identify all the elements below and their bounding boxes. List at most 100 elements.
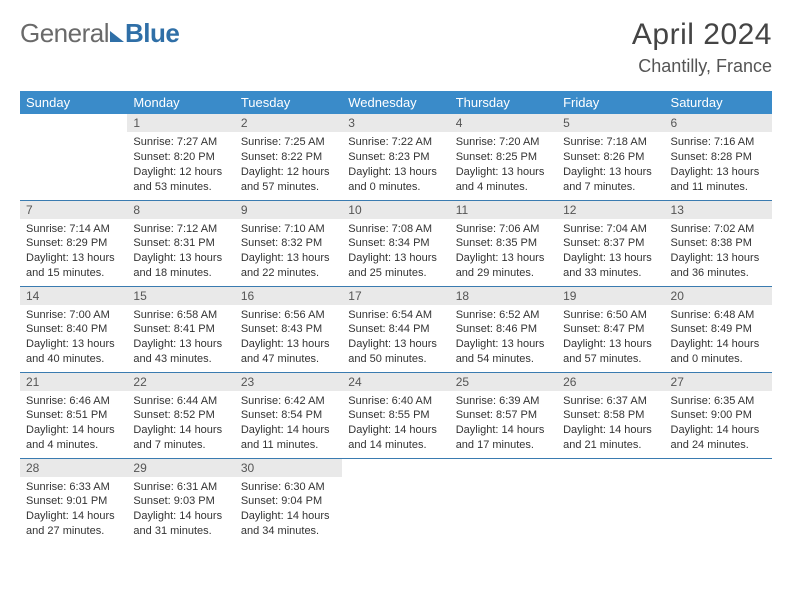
day-details: Sunrise: 6:42 AMSunset: 8:54 PMDaylight:…: [235, 391, 342, 457]
day-number: 23: [235, 373, 342, 391]
logo-text-blue: Blue: [125, 18, 179, 49]
calendar-day-cell: 3Sunrise: 7:22 AMSunset: 8:23 PMDaylight…: [342, 114, 449, 200]
calendar-row: 14Sunrise: 7:00 AMSunset: 8:40 PMDayligh…: [20, 286, 772, 372]
day-details: Sunrise: 7:12 AMSunset: 8:31 PMDaylight:…: [127, 219, 234, 285]
calendar-day-cell: 18Sunrise: 6:52 AMSunset: 8:46 PMDayligh…: [450, 286, 557, 372]
logo-triangle-icon: [110, 31, 124, 42]
day-number: 16: [235, 287, 342, 305]
day-details: Sunrise: 6:52 AMSunset: 8:46 PMDaylight:…: [450, 305, 557, 371]
day-number: 17: [342, 287, 449, 305]
day-number: 9: [235, 201, 342, 219]
calendar-empty-cell: [557, 458, 664, 544]
calendar-day-cell: 13Sunrise: 7:02 AMSunset: 8:38 PMDayligh…: [665, 200, 772, 286]
calendar-empty-cell: [342, 458, 449, 544]
day-number: 28: [20, 459, 127, 477]
day-details: Sunrise: 7:00 AMSunset: 8:40 PMDaylight:…: [20, 305, 127, 371]
day-details: Sunrise: 7:14 AMSunset: 8:29 PMDaylight:…: [20, 219, 127, 285]
day-details: Sunrise: 7:08 AMSunset: 8:34 PMDaylight:…: [342, 219, 449, 285]
day-details: Sunrise: 6:37 AMSunset: 8:58 PMDaylight:…: [557, 391, 664, 457]
day-details: Sunrise: 7:20 AMSunset: 8:25 PMDaylight:…: [450, 132, 557, 198]
calendar-day-cell: 19Sunrise: 6:50 AMSunset: 8:47 PMDayligh…: [557, 286, 664, 372]
weekday-header: Friday: [557, 91, 664, 114]
calendar-day-cell: 8Sunrise: 7:12 AMSunset: 8:31 PMDaylight…: [127, 200, 234, 286]
day-number: 8: [127, 201, 234, 219]
day-details: Sunrise: 6:46 AMSunset: 8:51 PMDaylight:…: [20, 391, 127, 457]
day-number: 27: [665, 373, 772, 391]
calendar-day-cell: 27Sunrise: 6:35 AMSunset: 9:00 PMDayligh…: [665, 372, 772, 458]
calendar-empty-cell: [450, 458, 557, 544]
day-details: Sunrise: 6:58 AMSunset: 8:41 PMDaylight:…: [127, 305, 234, 371]
day-details: Sunrise: 7:06 AMSunset: 8:35 PMDaylight:…: [450, 219, 557, 285]
calendar-day-cell: 2Sunrise: 7:25 AMSunset: 8:22 PMDaylight…: [235, 114, 342, 200]
day-number: 10: [342, 201, 449, 219]
day-number: 20: [665, 287, 772, 305]
day-number: 5: [557, 114, 664, 132]
calendar-day-cell: 12Sunrise: 7:04 AMSunset: 8:37 PMDayligh…: [557, 200, 664, 286]
day-details: Sunrise: 6:35 AMSunset: 9:00 PMDaylight:…: [665, 391, 772, 457]
weekday-header: Wednesday: [342, 91, 449, 114]
day-number: 15: [127, 287, 234, 305]
calendar-row: 1Sunrise: 7:27 AMSunset: 8:20 PMDaylight…: [20, 114, 772, 200]
calendar-day-cell: 11Sunrise: 7:06 AMSunset: 8:35 PMDayligh…: [450, 200, 557, 286]
day-details: Sunrise: 7:27 AMSunset: 8:20 PMDaylight:…: [127, 132, 234, 198]
weekday-header: Thursday: [450, 91, 557, 114]
title-block: April 2024 Chantilly, France: [632, 18, 772, 77]
calendar-day-cell: 5Sunrise: 7:18 AMSunset: 8:26 PMDaylight…: [557, 114, 664, 200]
weekday-header: Sunday: [20, 91, 127, 114]
calendar-day-cell: 21Sunrise: 6:46 AMSunset: 8:51 PMDayligh…: [20, 372, 127, 458]
calendar-day-cell: 7Sunrise: 7:14 AMSunset: 8:29 PMDaylight…: [20, 200, 127, 286]
calendar-row: 21Sunrise: 6:46 AMSunset: 8:51 PMDayligh…: [20, 372, 772, 458]
calendar-empty-cell: [665, 458, 772, 544]
day-number: 1: [127, 114, 234, 132]
calendar-day-cell: 20Sunrise: 6:48 AMSunset: 8:49 PMDayligh…: [665, 286, 772, 372]
calendar-day-cell: 1Sunrise: 7:27 AMSunset: 8:20 PMDaylight…: [127, 114, 234, 200]
calendar-header-row: SundayMondayTuesdayWednesdayThursdayFrid…: [20, 91, 772, 114]
day-details: Sunrise: 7:18 AMSunset: 8:26 PMDaylight:…: [557, 132, 664, 198]
day-number: 2: [235, 114, 342, 132]
logo-text-general: General: [20, 18, 109, 49]
calendar-day-cell: 30Sunrise: 6:30 AMSunset: 9:04 PMDayligh…: [235, 458, 342, 544]
calendar-day-cell: 25Sunrise: 6:39 AMSunset: 8:57 PMDayligh…: [450, 372, 557, 458]
weekday-header: Tuesday: [235, 91, 342, 114]
calendar-day-cell: 23Sunrise: 6:42 AMSunset: 8:54 PMDayligh…: [235, 372, 342, 458]
location: Chantilly, France: [632, 56, 772, 77]
calendar-day-cell: 24Sunrise: 6:40 AMSunset: 8:55 PMDayligh…: [342, 372, 449, 458]
calendar-day-cell: 14Sunrise: 7:00 AMSunset: 8:40 PMDayligh…: [20, 286, 127, 372]
header: General Blue April 2024 Chantilly, Franc…: [20, 18, 772, 77]
day-details: Sunrise: 7:04 AMSunset: 8:37 PMDaylight:…: [557, 219, 664, 285]
calendar-day-cell: 4Sunrise: 7:20 AMSunset: 8:25 PMDaylight…: [450, 114, 557, 200]
calendar-row: 7Sunrise: 7:14 AMSunset: 8:29 PMDaylight…: [20, 200, 772, 286]
weekday-header: Monday: [127, 91, 234, 114]
calendar-empty-cell: [20, 114, 127, 200]
day-details: Sunrise: 7:25 AMSunset: 8:22 PMDaylight:…: [235, 132, 342, 198]
day-number: 3: [342, 114, 449, 132]
calendar-day-cell: 9Sunrise: 7:10 AMSunset: 8:32 PMDaylight…: [235, 200, 342, 286]
day-details: Sunrise: 7:10 AMSunset: 8:32 PMDaylight:…: [235, 219, 342, 285]
day-number: 21: [20, 373, 127, 391]
calendar-day-cell: 22Sunrise: 6:44 AMSunset: 8:52 PMDayligh…: [127, 372, 234, 458]
calendar-table: SundayMondayTuesdayWednesdayThursdayFrid…: [20, 91, 772, 544]
day-number: 29: [127, 459, 234, 477]
day-details: Sunrise: 7:16 AMSunset: 8:28 PMDaylight:…: [665, 132, 772, 198]
day-number: 14: [20, 287, 127, 305]
day-details: Sunrise: 6:30 AMSunset: 9:04 PMDaylight:…: [235, 477, 342, 543]
day-details: Sunrise: 6:39 AMSunset: 8:57 PMDaylight:…: [450, 391, 557, 457]
calendar-day-cell: 28Sunrise: 6:33 AMSunset: 9:01 PMDayligh…: [20, 458, 127, 544]
calendar-day-cell: 15Sunrise: 6:58 AMSunset: 8:41 PMDayligh…: [127, 286, 234, 372]
day-number: 24: [342, 373, 449, 391]
day-number: 18: [450, 287, 557, 305]
calendar-day-cell: 26Sunrise: 6:37 AMSunset: 8:58 PMDayligh…: [557, 372, 664, 458]
day-number: 13: [665, 201, 772, 219]
weekday-header: Saturday: [665, 91, 772, 114]
day-details: Sunrise: 6:50 AMSunset: 8:47 PMDaylight:…: [557, 305, 664, 371]
calendar-row: 28Sunrise: 6:33 AMSunset: 9:01 PMDayligh…: [20, 458, 772, 544]
day-details: Sunrise: 6:33 AMSunset: 9:01 PMDaylight:…: [20, 477, 127, 543]
day-number: 11: [450, 201, 557, 219]
day-number: 22: [127, 373, 234, 391]
calendar-day-cell: 16Sunrise: 6:56 AMSunset: 8:43 PMDayligh…: [235, 286, 342, 372]
day-details: Sunrise: 7:22 AMSunset: 8:23 PMDaylight:…: [342, 132, 449, 198]
day-details: Sunrise: 6:44 AMSunset: 8:52 PMDaylight:…: [127, 391, 234, 457]
day-number: 4: [450, 114, 557, 132]
calendar-day-cell: 17Sunrise: 6:54 AMSunset: 8:44 PMDayligh…: [342, 286, 449, 372]
day-details: Sunrise: 7:02 AMSunset: 8:38 PMDaylight:…: [665, 219, 772, 285]
